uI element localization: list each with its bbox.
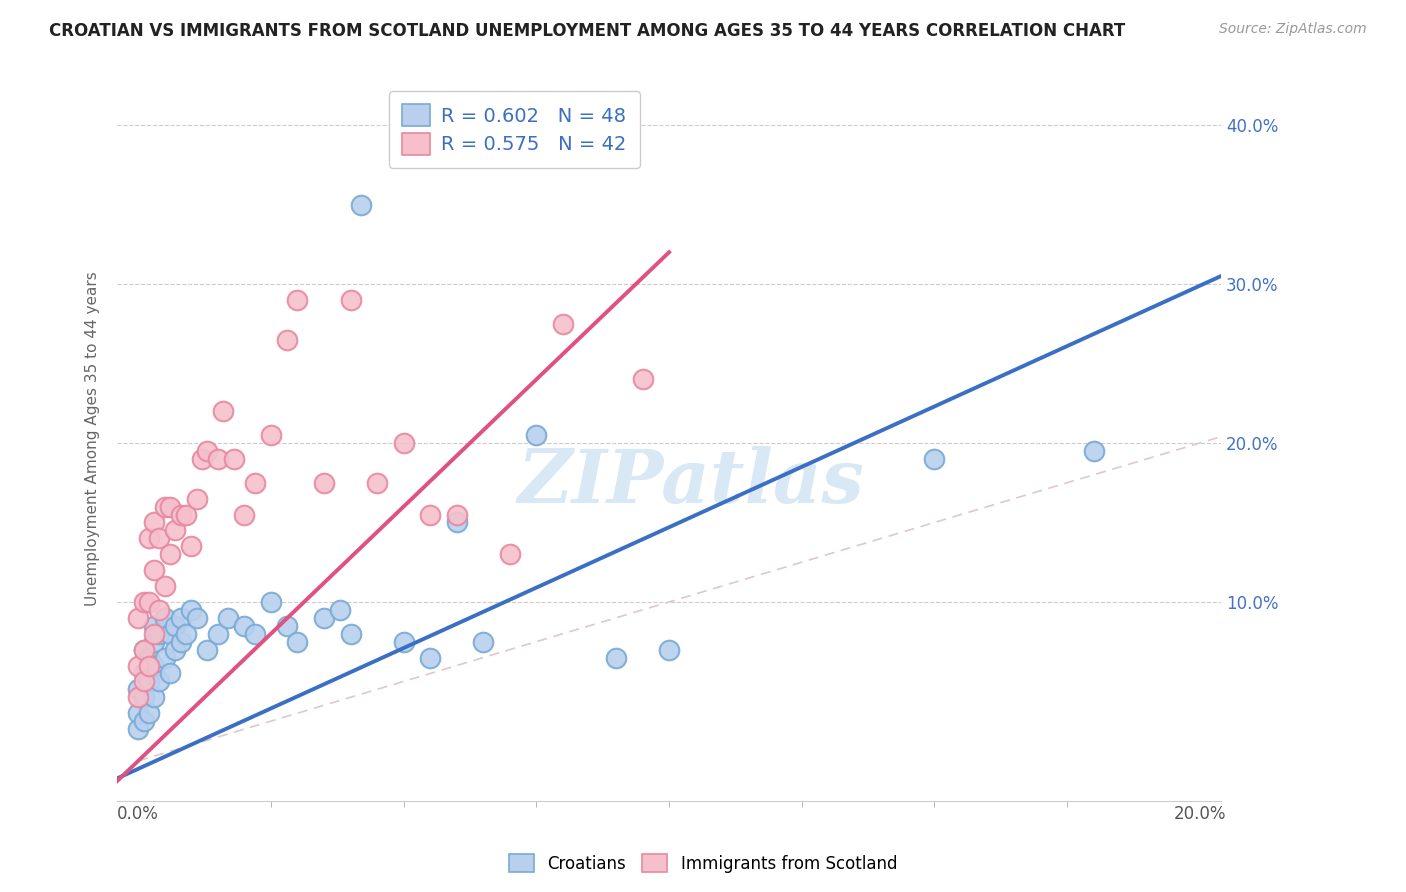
Point: [260, 428, 283, 442]
Point: [233, 619, 256, 633]
Point: [180, 603, 202, 617]
Point: [169, 508, 191, 522]
Point: [143, 626, 166, 640]
Point: [186, 611, 208, 625]
Point: [1083, 444, 1105, 458]
Point: [148, 603, 170, 617]
Point: [180, 539, 202, 553]
Point: [186, 491, 208, 506]
Point: [207, 626, 229, 640]
Point: [148, 532, 170, 546]
Point: [217, 611, 239, 625]
Point: [924, 451, 946, 466]
Point: [143, 658, 166, 673]
Point: [174, 626, 197, 640]
Point: [605, 650, 627, 665]
Point: [127, 722, 149, 736]
Point: [472, 634, 495, 648]
Point: [276, 333, 298, 347]
Point: [312, 475, 335, 490]
Point: [127, 690, 149, 705]
Point: [174, 508, 197, 522]
Y-axis label: Unemployment Among Ages 35 to 44 years: Unemployment Among Ages 35 to 44 years: [86, 272, 100, 607]
Point: [165, 642, 187, 657]
Point: [243, 475, 266, 490]
Point: [132, 666, 155, 681]
Point: [233, 508, 256, 522]
Point: [329, 603, 352, 617]
Point: [350, 197, 373, 211]
Point: [169, 634, 191, 648]
Point: [159, 626, 181, 640]
Point: [260, 595, 283, 609]
Point: [419, 508, 441, 522]
Point: [287, 293, 309, 307]
Point: [207, 451, 229, 466]
Point: [446, 508, 468, 522]
Point: [127, 611, 149, 625]
Point: [159, 500, 181, 514]
Point: [551, 317, 574, 331]
Text: CROATIAN VS IMMIGRANTS FROM SCOTLAND UNEMPLOYMENT AMONG AGES 35 TO 44 YEARS CORR: CROATIAN VS IMMIGRANTS FROM SCOTLAND UNE…: [49, 22, 1125, 40]
Point: [287, 634, 309, 648]
Point: [143, 619, 166, 633]
Point: [446, 516, 468, 530]
Point: [195, 642, 218, 657]
Point: [143, 516, 166, 530]
Point: [392, 436, 415, 450]
Point: [143, 690, 166, 705]
Point: [138, 658, 160, 673]
Point: [132, 714, 155, 728]
Point: [153, 579, 176, 593]
Point: [153, 650, 176, 665]
Point: [127, 682, 149, 697]
Point: [195, 444, 218, 458]
Point: [339, 293, 361, 307]
Point: [132, 642, 155, 657]
Point: [132, 642, 155, 657]
Point: [339, 626, 361, 640]
Point: [148, 674, 170, 689]
Point: [524, 428, 547, 442]
Point: [127, 658, 149, 673]
Text: ZIPatlas: ZIPatlas: [517, 446, 865, 518]
Point: [631, 372, 654, 386]
Point: [366, 475, 388, 490]
Point: [132, 595, 155, 609]
Point: [153, 611, 176, 625]
Point: [132, 674, 155, 689]
Point: [132, 690, 155, 705]
Point: [169, 611, 191, 625]
Point: [159, 666, 181, 681]
Point: [127, 706, 149, 721]
Point: [392, 634, 415, 648]
Point: [419, 650, 441, 665]
Point: [312, 611, 335, 625]
Point: [165, 619, 187, 633]
Text: Source: ZipAtlas.com: Source: ZipAtlas.com: [1219, 22, 1367, 37]
Legend: Croatians, Immigrants from Scotland: Croatians, Immigrants from Scotland: [502, 847, 904, 880]
Point: [165, 524, 187, 538]
Point: [159, 547, 181, 561]
Point: [138, 595, 160, 609]
Point: [499, 547, 522, 561]
Point: [138, 532, 160, 546]
Point: [138, 650, 160, 665]
Point: [212, 404, 235, 418]
Point: [222, 451, 245, 466]
Point: [276, 619, 298, 633]
Point: [243, 626, 266, 640]
Point: [658, 642, 681, 657]
Point: [191, 451, 214, 466]
Point: [138, 674, 160, 689]
Point: [143, 634, 166, 648]
Point: [143, 563, 166, 577]
Legend: R = 0.602   N = 48, R = 0.575   N = 42: R = 0.602 N = 48, R = 0.575 N = 42: [388, 91, 640, 169]
Point: [153, 500, 176, 514]
Point: [138, 706, 160, 721]
Point: [148, 626, 170, 640]
